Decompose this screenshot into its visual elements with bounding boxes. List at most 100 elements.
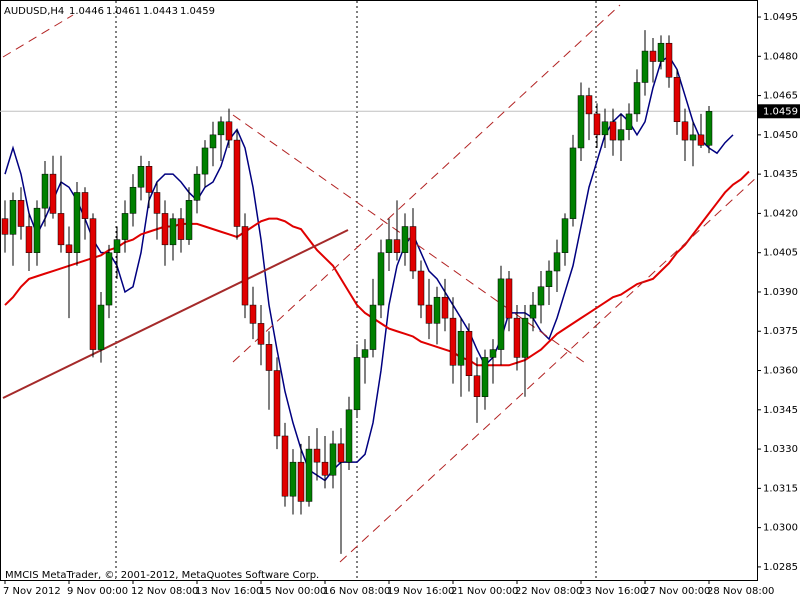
- candle-body: [513, 317, 521, 358]
- candle-body: [89, 218, 97, 350]
- candle-body: [225, 121, 233, 141]
- trend-line: [339, 176, 758, 563]
- x-tick-label: 27 Nov 00:00: [643, 586, 710, 597]
- header-low: 1.0443: [143, 6, 178, 17]
- candle-body: [33, 207, 41, 253]
- x-tick-label: 23 Nov 16:00: [579, 586, 646, 597]
- trend-line: [232, 4, 621, 363]
- candle-body: [321, 461, 329, 476]
- candle-body: [81, 192, 89, 219]
- candle-body: [113, 239, 121, 253]
- y-tick-label: 1.0390: [763, 287, 798, 298]
- candle-body: [249, 304, 257, 324]
- candle-body: [497, 278, 505, 350]
- candle-body: [465, 330, 473, 377]
- x-tick-label: 22 Nov 08:00: [515, 586, 582, 597]
- candle-body: [553, 252, 561, 272]
- candle-body: [649, 50, 657, 62]
- candle-body: [529, 304, 537, 319]
- x-tick-label: 9 Nov 00:00: [67, 586, 128, 597]
- candle-body: [177, 218, 185, 240]
- x-tick-label: 16 Nov 08:00: [323, 586, 390, 597]
- x-tick-label: 19 Nov 16:00: [387, 586, 454, 597]
- candle-body: [505, 278, 513, 319]
- candle-body: [617, 129, 625, 141]
- candle-body: [705, 111, 713, 146]
- candle-body: [129, 186, 137, 214]
- candle-body: [545, 270, 553, 287]
- y-tick-label: 1.0375: [763, 326, 798, 337]
- candle-body: [49, 173, 57, 214]
- y-tick-label: 1.0405: [763, 248, 798, 259]
- candle-body: [593, 113, 601, 136]
- candle-body: [449, 317, 457, 366]
- y-tick-label: 1.0285: [763, 562, 798, 573]
- candle-body: [97, 304, 105, 350]
- candle-body: [57, 213, 65, 246]
- candle-body: [345, 409, 353, 463]
- x-tick-label: 21 Nov 00:00: [451, 586, 518, 597]
- candle-body: [409, 226, 417, 272]
- candle-body: [561, 218, 569, 253]
- candle-body: [193, 173, 201, 201]
- trend-line: [2, 14, 74, 58]
- candle-body: [681, 121, 689, 141]
- x-tick-label: 13 Nov 16:00: [195, 586, 262, 597]
- candle-body: [361, 349, 369, 358]
- x-tick-label: 15 Nov 00:00: [259, 586, 326, 597]
- candle-body: [1, 218, 9, 235]
- y-tick-label: 1.0465: [763, 91, 798, 102]
- trend-line: [2, 229, 349, 399]
- candle-body: [633, 82, 641, 115]
- candle-body: [281, 435, 289, 497]
- x-tick-label: 12 Nov 08:00: [131, 586, 198, 597]
- candle-body: [169, 218, 177, 246]
- candle-body: [641, 50, 649, 83]
- y-tick-label: 1.0495: [763, 12, 798, 23]
- candle-body: [441, 296, 449, 319]
- symbol: AUDUSD,H4: [4, 6, 64, 17]
- candle-body: [297, 461, 305, 502]
- candle-body: [105, 252, 113, 306]
- candle-body: [673, 76, 681, 123]
- candle-body: [329, 443, 337, 476]
- candle-body: [337, 443, 345, 463]
- candle-body: [185, 200, 193, 240]
- candle-body: [305, 448, 313, 502]
- candle-body: [625, 113, 633, 130]
- y-tick-label: 1.0315: [763, 483, 798, 494]
- candle-body: [433, 296, 441, 324]
- candle-body: [609, 121, 617, 141]
- x-tick-label: 28 Nov 08:00: [707, 586, 774, 597]
- candle-body: [569, 147, 577, 219]
- candle-body: [17, 200, 25, 227]
- candle-body: [25, 226, 33, 253]
- candle-body: [161, 213, 169, 246]
- candle-body: [521, 317, 529, 358]
- candle-body: [377, 252, 385, 306]
- candle-body: [697, 134, 705, 146]
- header-open: 1.0446: [69, 6, 104, 17]
- candle-body: [241, 226, 249, 306]
- header-close: 1.0459: [180, 6, 215, 17]
- candle-body: [313, 448, 321, 463]
- candle-body: [145, 166, 153, 193]
- candle-body: [489, 349, 497, 358]
- candle-body: [153, 192, 161, 214]
- candle-body: [665, 42, 673, 78]
- candle-body: [65, 244, 73, 253]
- candle-body: [401, 226, 409, 253]
- candle-body: [585, 95, 593, 115]
- candle-body: [353, 357, 361, 411]
- candle-body: [425, 304, 433, 324]
- candle-body: [233, 139, 241, 227]
- candle-body: [577, 95, 585, 149]
- candle-body: [73, 192, 81, 253]
- y-tick-label: 1.0450: [763, 130, 798, 141]
- candle-body: [481, 357, 489, 397]
- candle-body: [657, 42, 665, 62]
- candle-body: [209, 134, 217, 149]
- candle-body: [385, 239, 393, 253]
- candle-body: [201, 147, 209, 175]
